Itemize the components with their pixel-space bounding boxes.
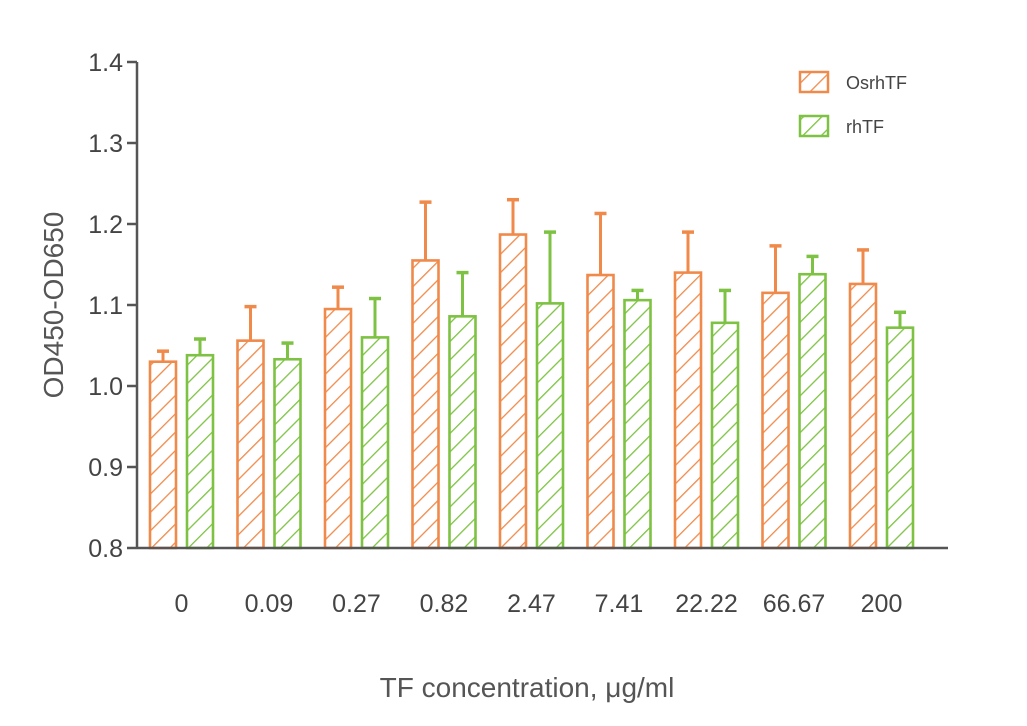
legend-label-osrhtf: OsrhTF [846,73,907,93]
bar-rhtf-7 [798,272,827,550]
legend-label-rhtf: rhTF [846,117,884,137]
bar-osrhtf-6 [673,271,703,550]
bar-rhtf-3 [448,315,477,550]
bar-osrhtf-1 [236,339,265,550]
bar-osrhtf-3 [411,259,440,550]
legend-swatch-osrhtf [798,70,830,94]
bar-rhtf-4 [535,302,565,550]
y-tick-label: 0.9 [88,454,123,482]
x-tick-label: 2.47 [507,590,556,618]
x-tick-label: 0 [175,590,189,618]
y-tick-label: 0.8 [88,535,123,563]
legend-swatch-rhtf [798,114,830,138]
x-ticks: 0 0.09 0.27 0.82 2.47 7.41 22.22 66.67 200 [175,590,903,618]
y-axis-title: OD450-OD650 [38,212,69,399]
bar-osrhtf-8 [848,282,878,550]
bar-rhtf-1 [273,357,302,550]
bar-osrhtf-5 [586,273,615,550]
bar-rhtf-8 [885,326,915,550]
bar-rhtf-0 [185,353,215,550]
x-tick-label: 0.82 [420,590,469,618]
bar-rhtf-6 [710,321,740,550]
x-tick-label: 66.67 [763,590,826,618]
y-tick-label: 1.2 [88,211,123,239]
x-tick-label: 0.27 [332,590,381,618]
x-tick-label: 200 [861,590,903,618]
bar-rhtf-5 [623,298,652,550]
bars-layer [148,233,915,550]
bar-rhtf-2 [360,336,390,550]
bar-osrhtf-0 [148,360,178,550]
legend: OsrhTF rhTF [798,70,907,138]
bar-osrhtf-7 [761,291,790,550]
x-tick-label: 22.22 [675,590,738,618]
x-tick-label: 0.09 [245,590,294,618]
x-tick-label: 7.41 [595,590,644,618]
x-axis-title: TF concentration, μg/ml [380,672,675,703]
y-tick-label: 1.0 [88,373,123,401]
bar-osrhtf-4 [498,233,528,550]
y-tick-label: 1.1 [88,292,123,320]
error-bars-layer [157,197,906,362]
y-tick-label: 1.3 [88,130,123,158]
y-tick-label: 1.4 [88,49,123,77]
y-ticks: 0.8 0.9 1.0 1.1 1.2 1.3 1.4 [88,49,137,563]
bar-osrhtf-2 [323,307,353,550]
